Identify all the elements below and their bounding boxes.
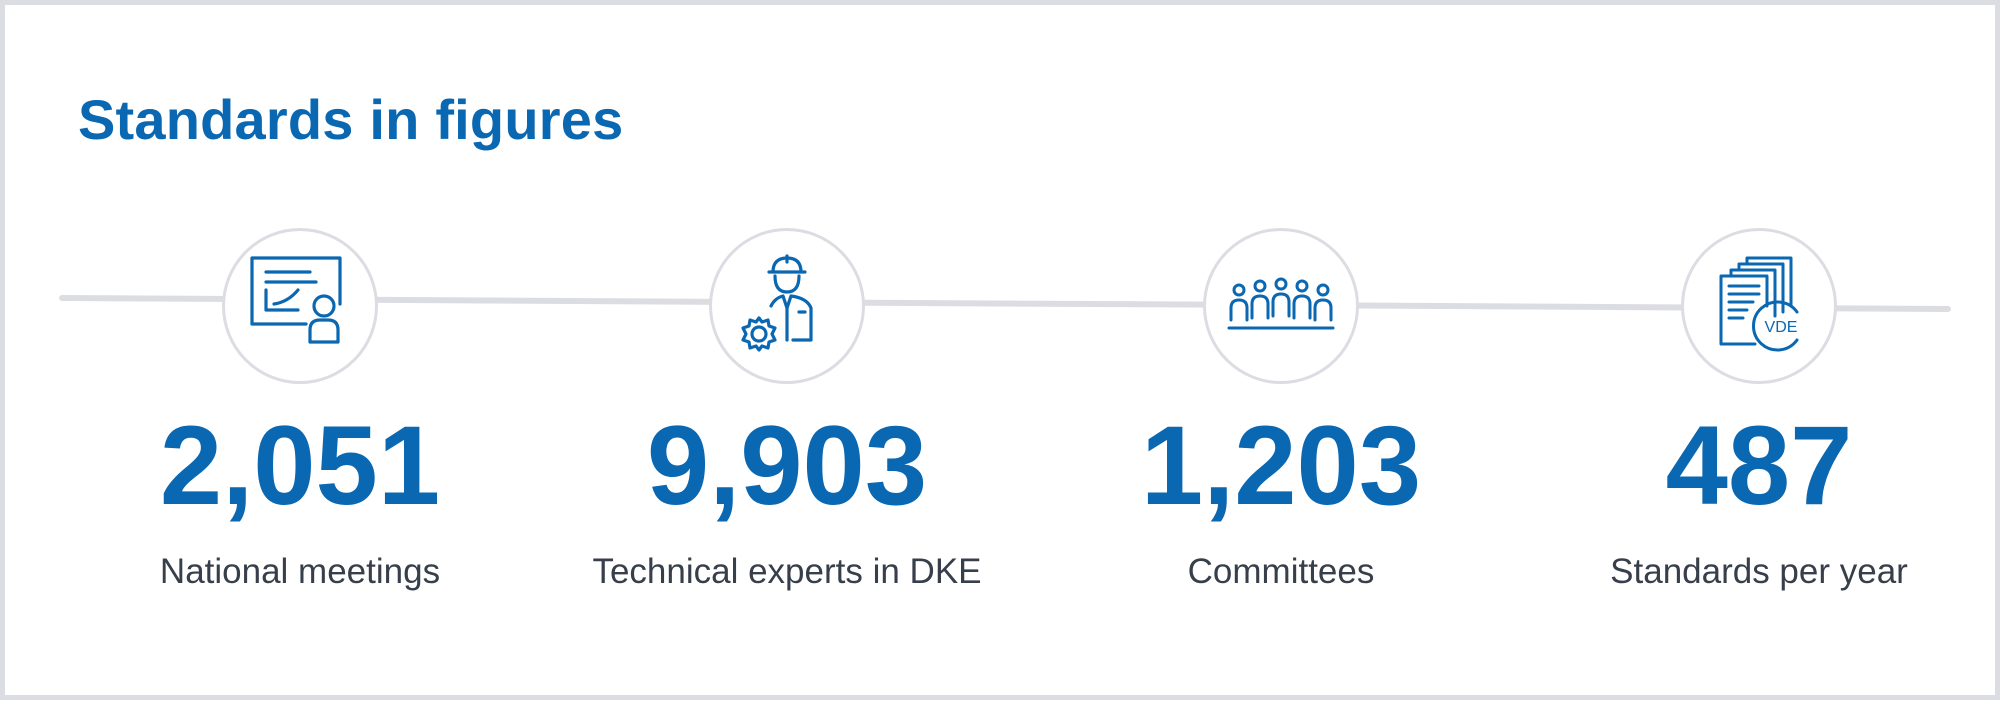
presentation-icon — [248, 254, 352, 358]
stat-icon-circle — [1203, 228, 1359, 384]
stat-label: Standards per year — [1610, 552, 1908, 591]
stat-label: National meetings — [159, 552, 441, 591]
stat-icon-circle: VDE — [1681, 228, 1837, 384]
stat-value: 487 — [1665, 403, 1853, 528]
stat-label: Technical experts in DKE — [592, 552, 982, 591]
committee-group-icon — [1226, 254, 1336, 358]
stat-icon-circle — [709, 228, 865, 384]
stat-value: 9,903 — [646, 403, 928, 528]
vde-documents-icon: VDE — [1707, 254, 1811, 358]
stat-value: 1,203 — [1140, 403, 1422, 528]
page-title: Standards in figures — [78, 88, 624, 151]
stat-value: 2,051 — [159, 403, 441, 528]
stat-icon-circle — [222, 228, 378, 384]
stat-label: Committees — [1187, 552, 1375, 591]
engineer-gear-icon — [735, 254, 839, 358]
svg-text:VDE: VDE — [1765, 319, 1798, 336]
